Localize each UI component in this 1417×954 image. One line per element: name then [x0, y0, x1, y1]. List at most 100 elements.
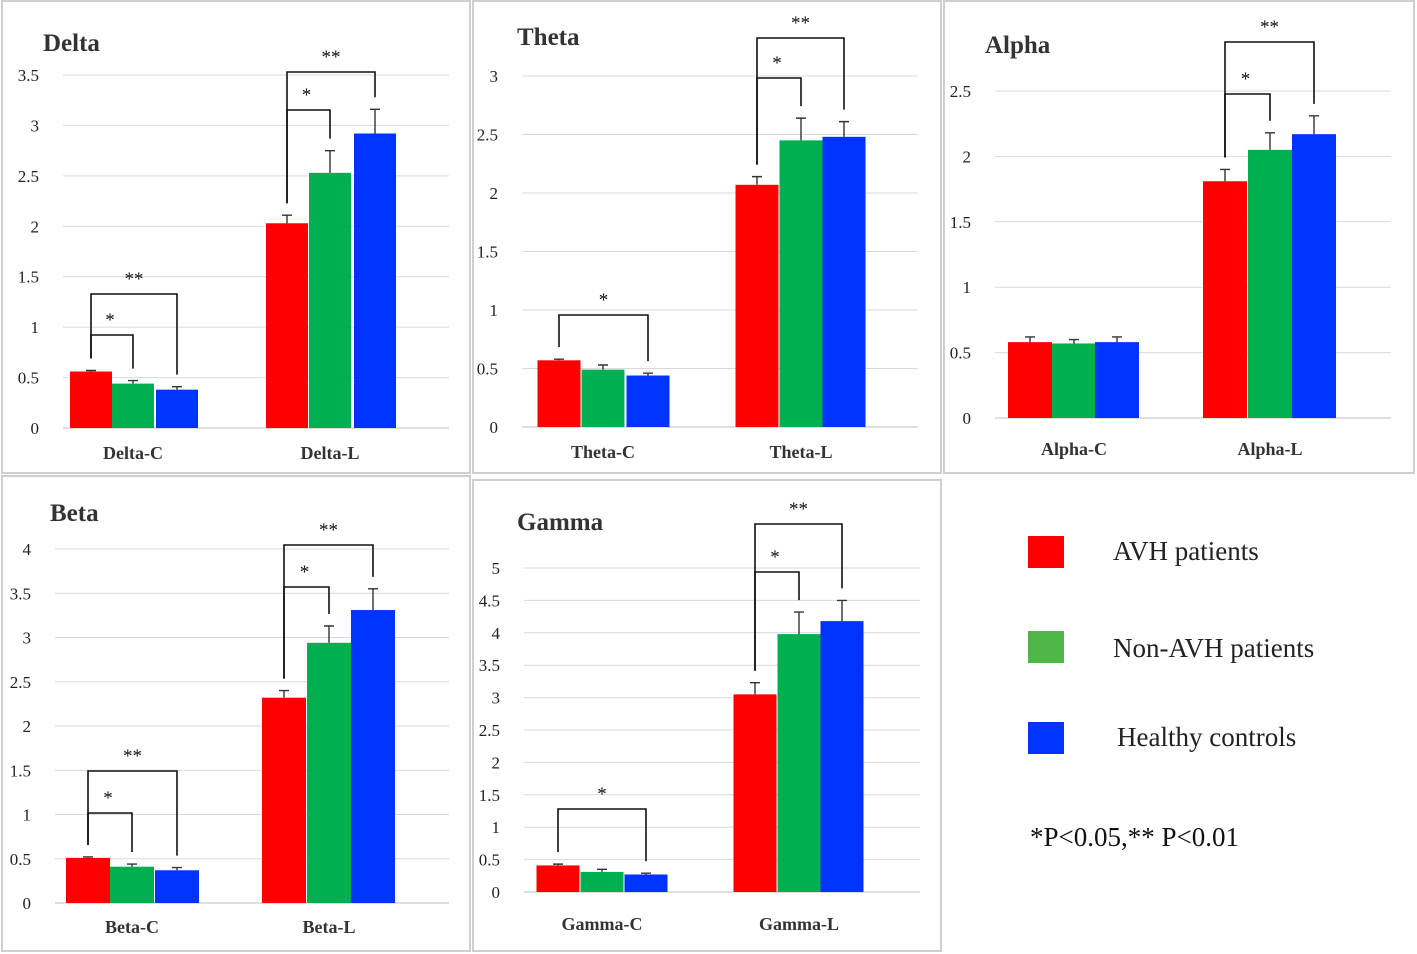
bar-healthy-theta-l: [822, 136, 866, 427]
error-bar-nonavh-gamma-l: [794, 611, 804, 635]
significance-bracket: [754, 523, 843, 671]
y-tick-label: 0.5: [18, 369, 39, 388]
legend: AVH patients Non-AVH patients Healthy co…: [1000, 500, 1400, 900]
y-tick-label: 1: [492, 818, 501, 837]
y-tick-label: 4: [492, 624, 501, 643]
error-bar-healthy-beta-l: [368, 588, 378, 611]
bar-nonavh-alpha-l: [1248, 149, 1292, 419]
bar-nonavh-beta-c: [110, 866, 154, 903]
bar-avh-beta-c: [66, 857, 110, 903]
y-tick-label: 0.5: [950, 344, 971, 363]
error-bar-healthy-alpha-l: [1309, 115, 1319, 135]
error-bar-avh-beta-c: [83, 856, 93, 858]
y-tick-label: 1.5: [479, 786, 500, 805]
category-label: Gamma-L: [759, 914, 839, 934]
significance-label: **: [322, 47, 341, 68]
significance-label: *: [599, 290, 609, 311]
significance-bracket: [286, 71, 376, 204]
bar-healthy-alpha-c: [1095, 342, 1139, 418]
significance-label: *: [105, 310, 115, 331]
significance-label: **: [125, 269, 144, 290]
error-bar-avh-gamma-l: [750, 681, 760, 695]
error-bar-healthy-gamma-l: [837, 599, 847, 622]
y-tick-label: 3.5: [479, 656, 500, 675]
y-tick-label: 2: [23, 717, 32, 736]
y-tick-label: 1: [23, 806, 32, 825]
y-tick-label: 2: [492, 753, 501, 772]
bar-nonavh-gamma-l: [777, 634, 821, 892]
y-tick-label: 0: [31, 419, 40, 438]
error-bar-healthy-gamma-c: [641, 872, 651, 875]
bar-healthy-gamma-l: [820, 621, 864, 892]
y-tick-label: 0: [23, 894, 32, 913]
significance-label: *: [597, 784, 607, 805]
significance-bracket: [87, 812, 133, 853]
significance-bracket: [283, 544, 374, 679]
significance-label: **: [789, 499, 808, 520]
bar-avh-gamma-l: [733, 694, 777, 892]
category-label: Delta-L: [301, 443, 360, 463]
legend-swatch-nonavh: [1028, 631, 1064, 663]
chart-title: Delta: [43, 30, 100, 57]
error-bar-nonavh-delta-l: [325, 149, 335, 173]
legend-swatch-avh: [1028, 536, 1064, 568]
bar-nonavh-delta-l: [309, 172, 351, 428]
error-bar-nonavh-theta-c: [598, 364, 608, 370]
significance-bracket: [90, 293, 178, 375]
y-tick-label: 0: [492, 883, 501, 902]
chart-title: Alpha: [985, 32, 1051, 59]
category-label: Gamma-C: [562, 914, 643, 934]
y-tick-label: 1.5: [950, 213, 971, 232]
category-label: Beta-L: [303, 917, 356, 937]
y-tick-label: 2: [31, 217, 40, 236]
significance-note: *P<0.05,** P<0.01: [1030, 822, 1239, 852]
bar-avh-beta-l: [262, 697, 306, 903]
y-tick-label: 2: [963, 147, 972, 166]
error-bar-avh-alpha-l: [1220, 168, 1230, 182]
error-bar-healthy-theta-l: [839, 120, 849, 137]
y-tick-label: 4.5: [479, 591, 500, 610]
error-bar-nonavh-beta-c: [127, 863, 137, 867]
y-tick-label: 1: [31, 318, 40, 337]
category-label: Alpha-L: [1237, 439, 1302, 459]
category-label: Theta-L: [770, 442, 833, 462]
significance-bracket: [90, 334, 134, 369]
bar-nonavh-theta-c: [581, 369, 625, 427]
y-tick-label: 1.5: [10, 761, 31, 780]
bar-healthy-theta-c: [626, 375, 670, 427]
error-bar-avh-delta-c: [86, 369, 96, 372]
bar-avh-alpha-l: [1203, 181, 1247, 418]
bar-nonavh-theta-l: [779, 140, 823, 427]
y-tick-label: 0.5: [10, 850, 31, 869]
beta-panel: Beta 0 0.5 1 1.5 2 2.5 3 3.5 4 Beta-C Beta-L * ** * **: [1, 475, 471, 952]
error-bar-nonavh-alpha-c: [1069, 338, 1079, 344]
error-bar-avh-theta-l: [752, 175, 762, 185]
significance-label: **: [319, 520, 338, 541]
bar-avh-theta-l: [735, 184, 779, 427]
error-bar-avh-gamma-c: [553, 863, 563, 866]
y-tick-label: 0.5: [479, 851, 500, 870]
significance-bracket: [756, 37, 845, 165]
significance-bracket: [1224, 93, 1271, 158]
y-tick-label: 1.5: [477, 243, 498, 262]
significance-label: *: [103, 788, 113, 809]
legend-label-healthy: Healthy controls: [1117, 722, 1297, 752]
significance-label: *: [300, 562, 310, 583]
category-label: Beta-C: [105, 917, 159, 937]
significance-bracket: [1224, 41, 1315, 158]
y-tick-label: 2: [490, 184, 499, 203]
significance-label: *: [772, 53, 782, 74]
bar-avh-delta-c: [70, 371, 112, 428]
error-bar-nonavh-gamma-c: [597, 868, 607, 872]
error-bar-healthy-beta-c: [172, 866, 182, 871]
significance-label: **: [791, 13, 810, 34]
error-bar-nonavh-alpha-l: [1265, 132, 1275, 150]
bar-healthy-beta-c: [155, 870, 199, 903]
significance-label: *: [770, 547, 780, 568]
significance-label: **: [1260, 17, 1279, 38]
y-tick-label: 2.5: [479, 721, 500, 740]
